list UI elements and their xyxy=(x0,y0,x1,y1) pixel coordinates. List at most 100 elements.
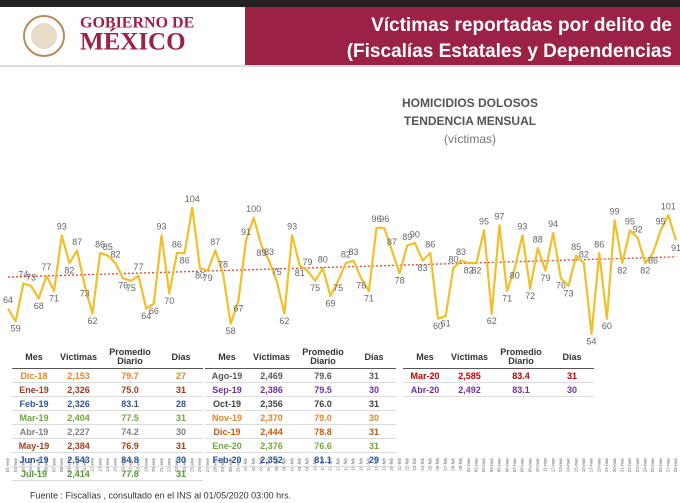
data-label: 60 xyxy=(602,321,612,331)
month-table: Mes Víctimas Promedio Diario Días Ago-19 2,46… xyxy=(205,346,397,467)
table-row: Dic-18 2,153 79.7 27 xyxy=(12,368,204,383)
table-cell: 29 xyxy=(352,452,397,467)
data-label: 61 xyxy=(441,319,451,329)
table-cell: 31 xyxy=(159,466,204,481)
x-tick-label: 25-mar xyxy=(650,458,655,473)
x-tick-label: 04-mar xyxy=(489,458,494,473)
table-row: Ene-20 2,376 76.6 31 xyxy=(205,438,397,453)
data-label: 78 xyxy=(395,276,405,286)
data-label: 76 xyxy=(356,281,366,291)
table-row: Mar-20 2,585 83.4 31 xyxy=(403,368,595,383)
x-tick-label: 28-feb xyxy=(451,458,456,471)
data-label: 59 xyxy=(11,324,21,334)
data-label: 80 xyxy=(318,255,328,265)
org-line2: MÉXICO xyxy=(80,28,186,56)
table-row: Feb-19 2,326 83.1 28 xyxy=(12,396,204,411)
x-tick-label: 13-mar xyxy=(558,458,563,473)
x-tick-label: 12-mar xyxy=(550,458,555,473)
table-cell: 83.1 xyxy=(492,382,551,397)
data-label: 80 xyxy=(195,271,205,281)
table-cell: Feb-19 xyxy=(12,396,56,411)
x-tick-label: 02-mar xyxy=(474,458,479,473)
x-tick-label: 11-mar xyxy=(543,458,548,472)
table-cell: 2,326 xyxy=(56,396,102,411)
table-row: Abr-19 2,227 74.2 30 xyxy=(12,424,204,439)
table-cell: 2,352 xyxy=(249,452,295,467)
column-header: Días xyxy=(550,346,595,369)
data-label: 73 xyxy=(563,288,573,298)
data-label: 72 xyxy=(525,291,535,301)
data-label: 83 xyxy=(264,247,274,257)
table: Mes Víctimas Promedio Diario Días Dic-18 2,15… xyxy=(12,346,204,481)
data-label: 85 xyxy=(571,242,581,252)
slide-title: Víctimas reportadas por delito de xyxy=(371,15,672,36)
x-tick-label: 03-mar xyxy=(481,458,486,473)
table-cell: 79.5 xyxy=(294,382,353,397)
column-header: Días xyxy=(352,346,397,369)
x-tick-label: 15-mar xyxy=(573,458,578,473)
data-label: 62 xyxy=(487,316,497,326)
table-cell: Jul-19 xyxy=(12,466,56,481)
data-label: 75 xyxy=(310,283,320,293)
data-label: 82 xyxy=(471,266,481,276)
table-row: Ene-19 2,326 75.0 31 xyxy=(12,382,204,397)
table-cell: Feb-20 xyxy=(205,452,249,467)
column-header: Víctimas xyxy=(56,346,102,369)
table-cell: 2,543 xyxy=(56,452,102,467)
x-tick-label: 20-mar xyxy=(612,458,617,473)
data-label: 64 xyxy=(3,295,13,305)
x-tick-label: 09-mar xyxy=(527,458,532,473)
table-row: Jun-19 2,543 84.8 30 xyxy=(12,452,204,467)
table-cell: 2,384 xyxy=(56,438,102,453)
column-header: Mes xyxy=(403,346,447,369)
table-row: May-19 2,384 76.9 31 xyxy=(12,438,204,453)
x-tick-label: 01-ene xyxy=(5,458,10,473)
x-tick-label: 21-mar xyxy=(619,458,624,473)
data-label: 97 xyxy=(494,212,504,222)
x-tick-label: 07-mar xyxy=(512,458,517,473)
data-label: 58 xyxy=(226,326,236,336)
data-label: 86 xyxy=(180,255,190,265)
footer: Fuente : Fiscalías , consultado en el IN… xyxy=(30,490,291,500)
data-label: 77 xyxy=(134,262,144,272)
x-tick-label: 21-feb xyxy=(397,458,402,471)
x-tick-label: 19-mar xyxy=(604,458,609,473)
data-label: 87 xyxy=(210,237,220,247)
logo-center xyxy=(31,23,57,49)
x-tick-label: 23-feb xyxy=(412,458,417,471)
data-label: 92 xyxy=(633,224,643,234)
data-label: 82 xyxy=(110,250,120,260)
column-header: Promedio Diario xyxy=(492,346,551,369)
data-label: 73 xyxy=(80,288,90,298)
table-cell: 76.0 xyxy=(294,396,353,411)
table-cell: 30 xyxy=(352,382,397,397)
table-cell: Ene-20 xyxy=(205,438,249,453)
data-label: 75 xyxy=(126,283,136,293)
data-label: 86 xyxy=(594,239,604,249)
table-row: Feb-20 2,352 81.1 29 xyxy=(205,452,397,467)
data-label: 71 xyxy=(502,293,512,303)
org-line1: GOBIERNO DE xyxy=(80,15,194,32)
x-tick-label: 16-mar xyxy=(581,458,586,473)
x-tick-label: 24-mar xyxy=(642,458,647,473)
data-label: 89 xyxy=(402,232,412,242)
chart-subtitle: TENDENCIA MENSUAL xyxy=(404,114,536,128)
data-label: 75 xyxy=(272,267,282,277)
x-tick-label: 29-feb xyxy=(458,458,463,471)
table-cell: 2,370 xyxy=(249,410,295,425)
data-label: 87 xyxy=(387,237,397,247)
table-cell: May-19 xyxy=(12,438,56,453)
data-label: 100 xyxy=(246,204,261,214)
table-cell: 31 xyxy=(352,424,397,439)
table-cell: 83.4 xyxy=(492,368,551,383)
x-tick-label: 17-mar xyxy=(589,458,594,473)
x-tick-label: 18-mar xyxy=(596,458,601,473)
data-label: 76 xyxy=(118,281,128,291)
data-label: 86 xyxy=(648,255,658,265)
data-label: 89 xyxy=(256,248,266,258)
table-row: Nov-19 2,370 79.0 30 xyxy=(205,410,397,425)
data-label: 64 xyxy=(141,311,151,321)
data-label: 79 xyxy=(203,273,213,283)
table-cell: 2,386 xyxy=(249,382,295,397)
month-table: Mes Víctimas Promedio Diario Días Mar-20 2,58… xyxy=(403,346,595,397)
